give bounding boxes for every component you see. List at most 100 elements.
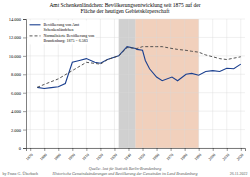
x-axis: 1870 1880 1890 1900 1910 1920 1930 1940 1950 1960… [25,148,246,161]
x-tick-label: 1920 [95,152,104,161]
x-tick: 1890 [53,148,62,161]
y-tick-label: 10.000 [9,54,22,59]
x-tick-mark [199,148,200,151]
x-tick: 1900 [67,148,76,161]
x-grid-line [128,19,129,148]
y-tick: 4.000 [11,109,26,114]
legend-swatch [30,24,41,25]
y-tick: 8.000 [11,72,26,77]
x-tick-label: 1970 [165,152,174,161]
x-tick-mark [241,148,242,151]
x-tick: 1920 [95,148,104,161]
x-tick-label: 1900 [67,152,76,161]
y-tick-label: 12.000 [9,35,22,40]
x-tick-label: 1890 [53,152,62,161]
x-tick-label: 1990 [193,152,202,161]
y-tick: 2.000 [11,128,26,133]
x-tick: 1950 [137,148,146,161]
annotation-line: Historische Gemeindeänderungen und Bevöl… [52,171,198,176]
shaded-range [119,19,136,148]
x-tick: 1870 [25,148,34,161]
annotation-line: by Franz G. Überbach [3,171,39,176]
x-tick-label: 1870 [25,152,34,161]
legend-swatch [30,35,41,36]
legend-label-line: Schenkenländchen [44,27,74,32]
annotation-line: 26.11.2022 [230,171,248,176]
y-tick-mark [23,93,26,94]
x-grid-line [184,19,185,148]
x-tick-label: 1960 [151,152,160,161]
y-tick-mark [23,130,26,131]
x-tick-label: 1880 [39,152,48,161]
x-tick-mark [44,148,45,151]
x-tick: 1960 [151,148,160,161]
x-tick-label: 2010 [221,152,230,161]
x-tick-mark [157,148,158,151]
y-grid-line [26,111,245,112]
lines [37,47,241,89]
series-line [37,47,241,89]
x-tick: 1930 [109,148,118,161]
y-tick: 14.000 [9,17,26,22]
x-tick-mark [171,148,172,151]
x-grid-line [240,19,241,148]
x-tick: 1880 [39,148,48,161]
y-grid-line [26,92,245,93]
x-tick: 1910 [81,148,90,161]
x-tick-mark [213,148,214,151]
x-tick-mark [100,148,101,151]
x-tick-mark [128,148,129,151]
y-tick-mark [23,148,26,149]
x-tick-mark [114,148,115,151]
legend-label: Normalisierte Bevölkerung vonBrandenburg… [44,33,95,43]
y-tick-mark [23,37,26,38]
x-tick: 2000 [207,148,216,161]
x-tick-mark [185,148,186,151]
x-tick-mark [58,148,59,151]
x-tick-label: 1950 [137,152,146,161]
y-tick-mark [23,19,26,20]
x-tick: 1980 [179,148,188,161]
y-tick: 12.000 [9,35,26,40]
x-grid-line [100,19,101,148]
x-grid-line [198,19,199,148]
annotation: 26.11.2022 [230,171,248,176]
x-tick-label: 2000 [207,152,216,161]
x-tick: 1970 [165,148,174,161]
x-tick-mark [30,148,31,151]
y-tick-label: 0 [19,146,22,151]
y-grid-line [26,74,245,75]
chart-container: 1870 1880 1890 1900 1910 1920 1930 1940 1950 1960… [0,0,250,177]
x-tick-mark [72,148,73,151]
x-tick-mark [86,148,87,151]
series-line [37,47,241,88]
y-tick-mark [23,56,26,57]
annotation: by Franz G. Überbach [3,171,39,176]
x-tick: 1990 [193,148,202,161]
x-tick: 1940 [123,148,132,161]
shaded-range [136,19,199,148]
x-grid-line [212,19,213,148]
legend-background [28,21,96,45]
plot-area [119,19,199,148]
y-axis-line [23,20,27,149]
grid [26,19,245,148]
y-tick-mark [23,74,26,75]
chart-svg: 1870 1880 1890 1900 1910 1920 1930 1940 1950 1960… [0,0,250,177]
y-tick-label: 2.000 [11,128,22,133]
x-tick-label: 2020 [235,152,244,161]
y-tick-label: 6.000 [11,91,22,96]
annotation: Quelle: Amt für Statistik Berlin-Branden… [52,166,198,176]
x-grid-line [156,19,157,148]
x-tick-mark [227,148,228,151]
y-tick: 10.000 [9,54,26,59]
x-grid-line [170,19,171,148]
y-grid-line [26,19,245,20]
x-tick: 2010 [221,148,230,161]
y-tick-label: 14.000 [9,17,22,22]
x-tick: 2020 [235,148,244,161]
y-grid-line [26,129,245,130]
y-tick: 6.000 [11,91,26,96]
legend-label-line: Brandenburg: 1875 = 6.583 [44,38,88,43]
legend: Bevölkerung von AmtSchenkenländchenNorma… [28,21,96,45]
